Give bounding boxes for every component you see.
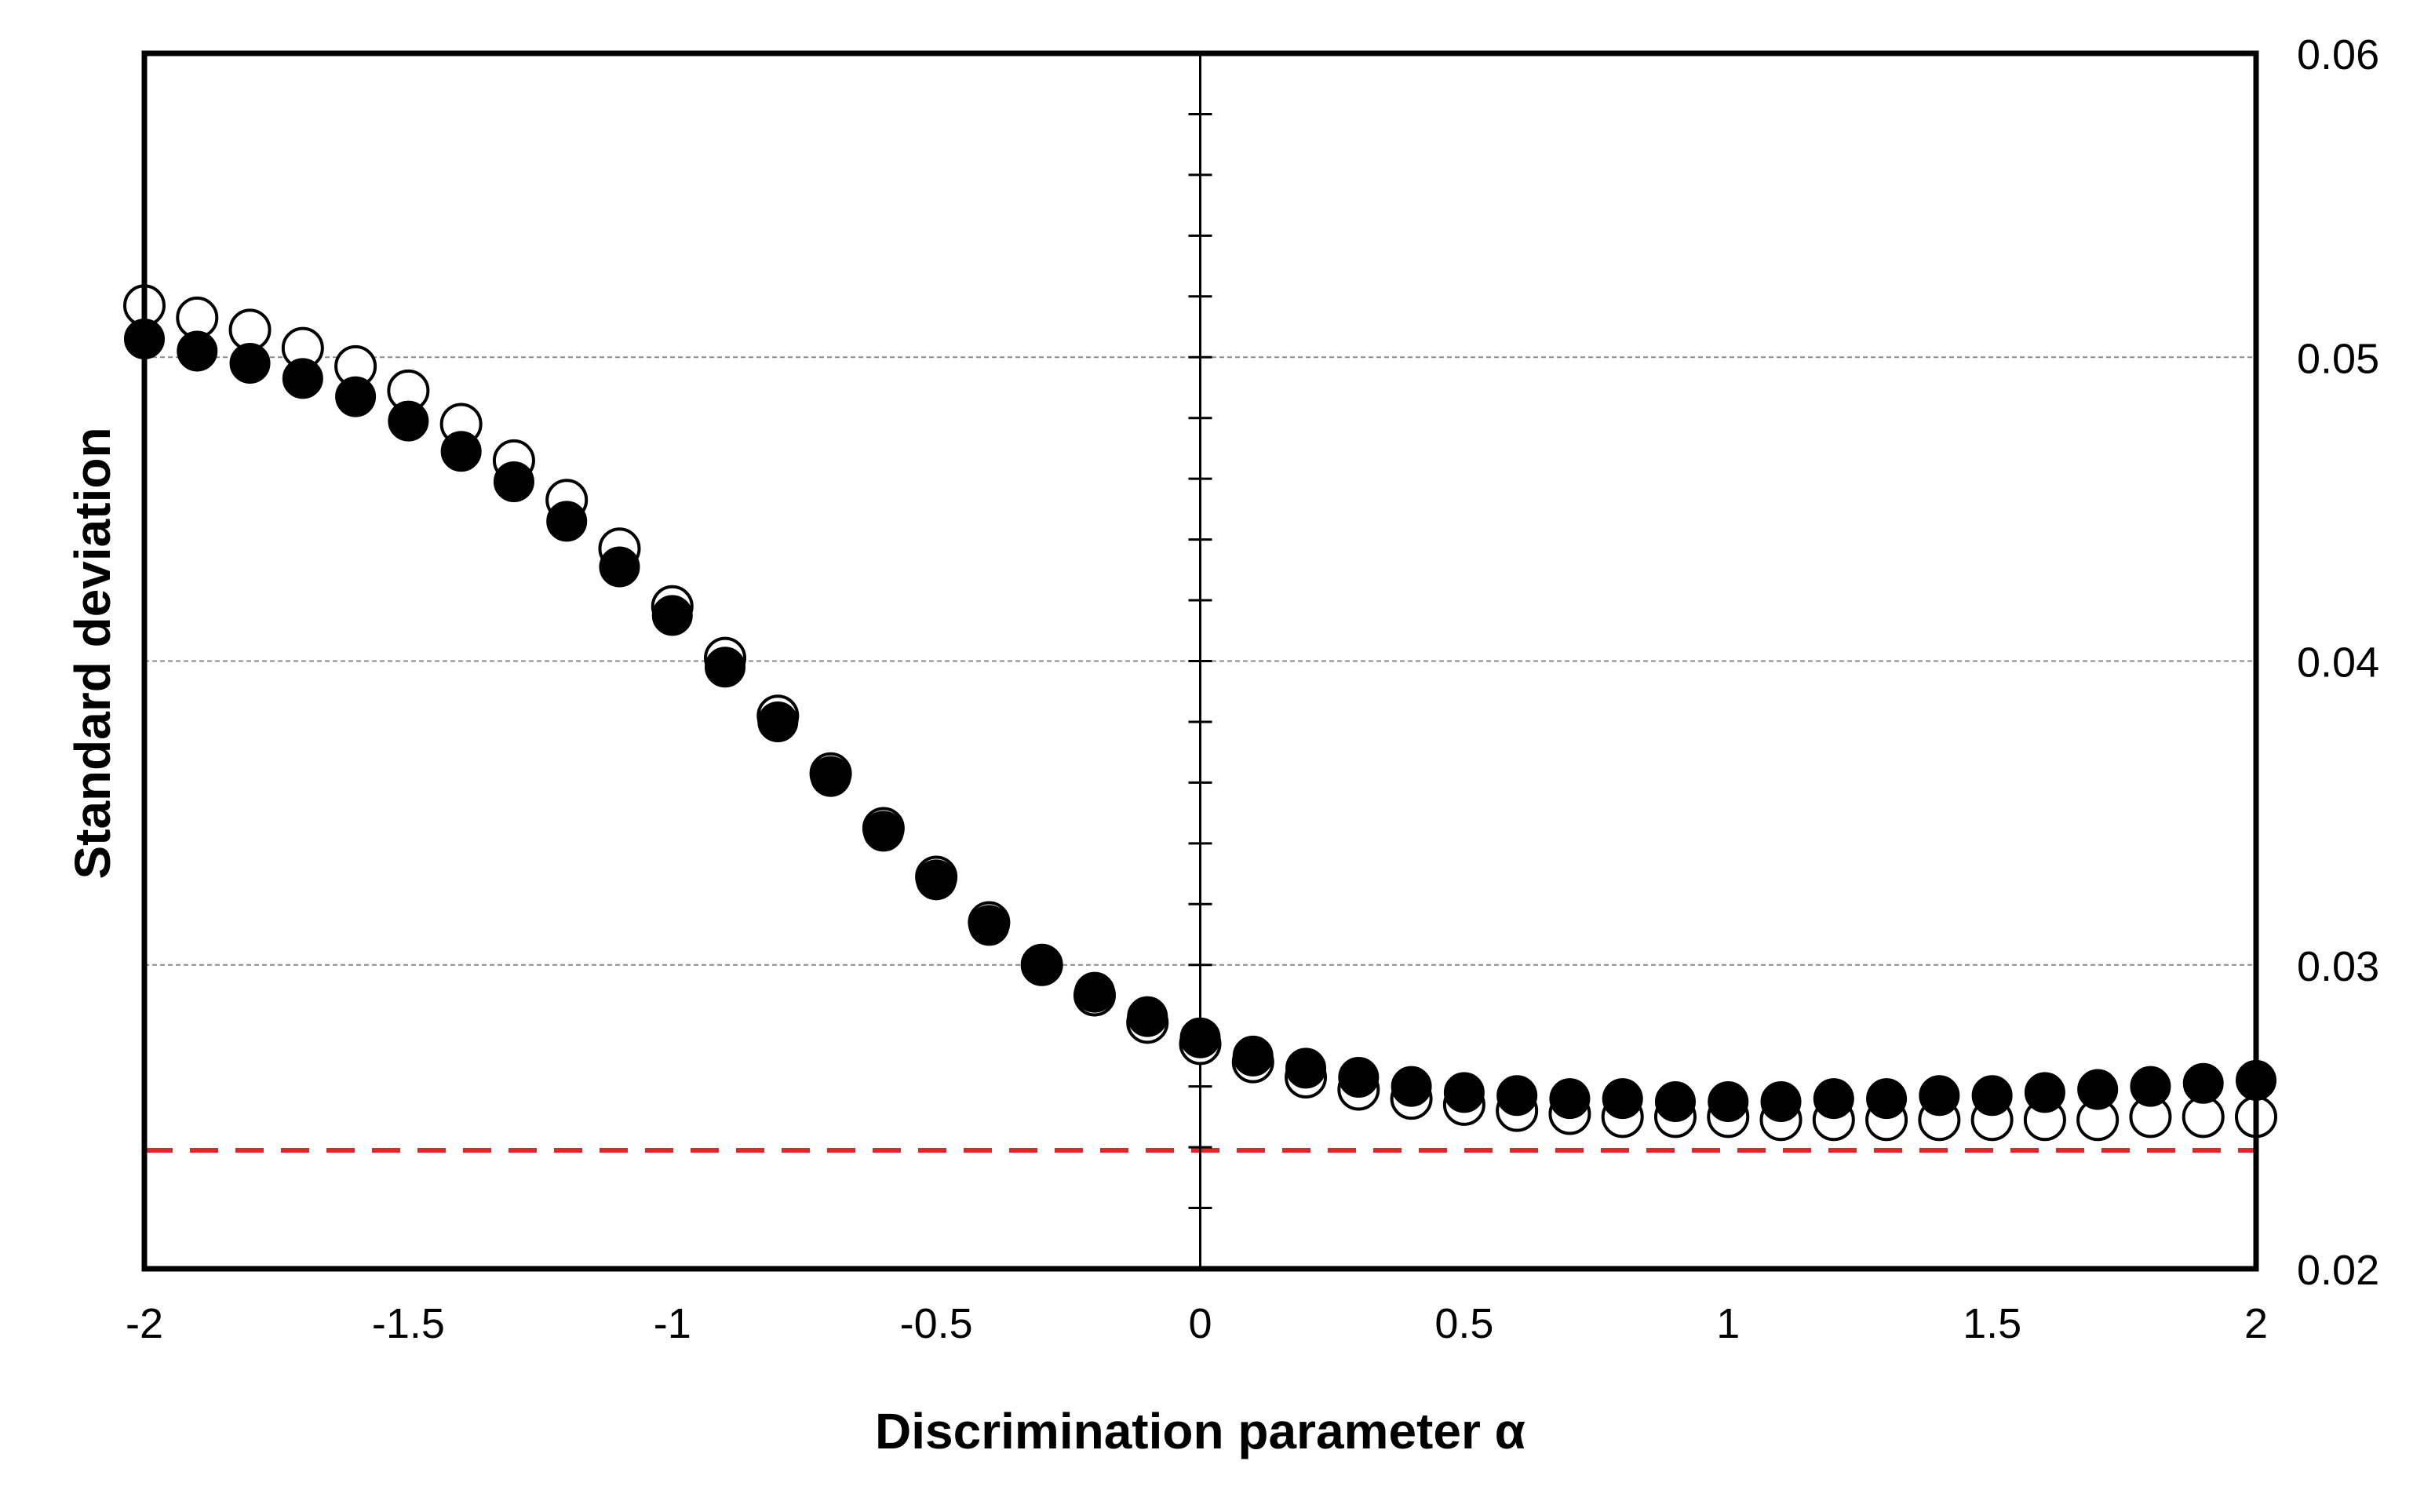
- filled-point: [493, 461, 534, 503]
- x-tick-label: -1: [654, 1300, 691, 1347]
- filled-point: [1127, 996, 1168, 1037]
- filled-point: [916, 859, 957, 901]
- filled-point: [705, 647, 746, 688]
- filled-point: [2182, 1062, 2224, 1104]
- filled-point: [757, 701, 799, 742]
- x-tick-label: -1.5: [372, 1300, 445, 1347]
- filled-point: [2077, 1069, 2119, 1110]
- filled-point: [1443, 1072, 1485, 1113]
- x-tick-label: 0.5: [1434, 1300, 1493, 1347]
- y-axis-title: Standard deviation: [64, 427, 121, 879]
- filled-point: [1813, 1078, 1854, 1120]
- filled-point: [1971, 1075, 2013, 1117]
- filled-point: [335, 376, 377, 417]
- x-tick-label: 1.5: [1963, 1300, 2021, 1347]
- filled-point: [177, 330, 218, 372]
- y-tick-label: 0.03: [2297, 943, 2379, 990]
- filled-point: [1232, 1035, 1274, 1077]
- x-axis-title: Discrimination parameter α: [875, 1403, 1525, 1459]
- x-tick-label: 0: [1188, 1300, 1212, 1347]
- filled-point: [1073, 971, 1115, 1013]
- filled-point: [2130, 1066, 2171, 1107]
- filled-point: [1654, 1081, 1696, 1123]
- y-tick-label: 0.05: [2297, 335, 2379, 382]
- y-tick-labels: 0.02 0.03 0.04 0.05 0.06: [2297, 31, 2379, 1294]
- filled-point: [599, 546, 640, 588]
- filled-point: [2024, 1072, 2065, 1113]
- filled-point: [1496, 1075, 1538, 1117]
- x-tick-labels: -2 -1.5 -1 -0.5 0 0.5 1 1.5 2: [126, 1300, 2268, 1347]
- filled-point: [1760, 1081, 1802, 1123]
- filled-point: [229, 342, 271, 384]
- filled-point: [1179, 1017, 1221, 1058]
- filled-point: [1602, 1078, 1643, 1120]
- filled-point: [282, 358, 323, 399]
- x-tick-label: 1: [1716, 1300, 1740, 1347]
- filled-point: [1338, 1057, 1380, 1098]
- y-tick-label: 0.04: [2297, 639, 2379, 687]
- filled-point: [440, 431, 482, 472]
- filled-point: [968, 905, 1010, 946]
- filled-point: [1391, 1066, 1432, 1107]
- x-tick-label: -0.5: [900, 1300, 973, 1347]
- y-tick-label: 0.02: [2297, 1247, 2379, 1294]
- series-filled: [124, 319, 2276, 1123]
- filled-point: [1708, 1081, 1749, 1123]
- filled-point: [810, 756, 851, 797]
- filled-point: [1285, 1047, 1327, 1089]
- minor-y-ticks: [1188, 112, 1212, 1210]
- x-tick-label: -2: [126, 1300, 163, 1347]
- filled-point: [388, 400, 429, 442]
- y-tick-label: 0.06: [2297, 31, 2379, 78]
- filled-point: [651, 595, 693, 636]
- x-tick-label: 2: [2244, 1300, 2268, 1347]
- filled-point: [1919, 1075, 1960, 1117]
- filled-point: [546, 501, 588, 542]
- filled-point: [862, 811, 904, 852]
- plot-frame: [141, 50, 2259, 1272]
- filled-point: [1866, 1078, 1908, 1120]
- filled-point: [1549, 1078, 1591, 1120]
- filled-point: [1021, 944, 1063, 986]
